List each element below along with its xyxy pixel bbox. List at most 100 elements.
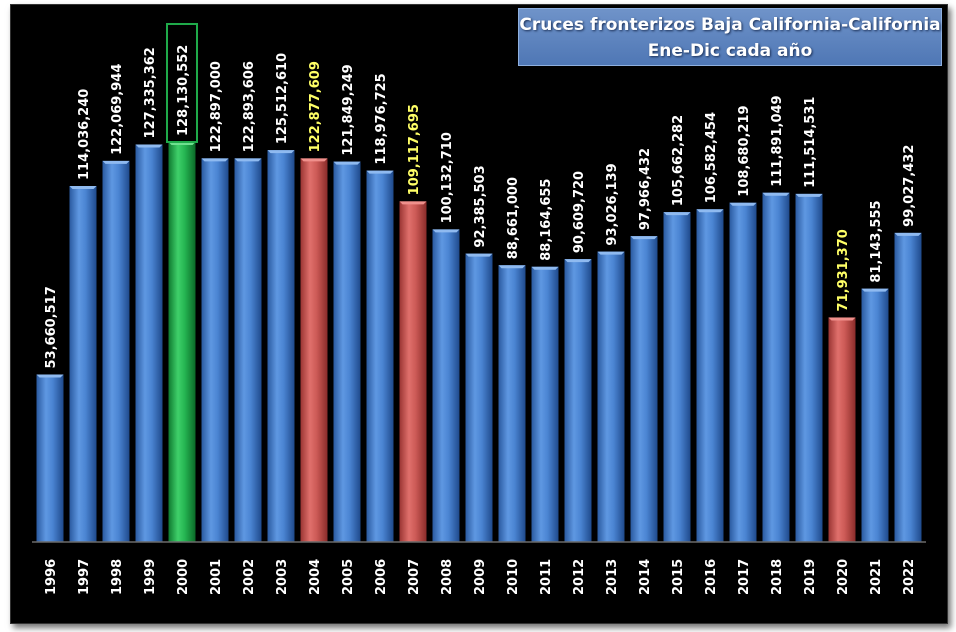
data-label-2016: 106,582,454 <box>704 112 719 203</box>
bar-2003 <box>267 150 295 542</box>
data-label-2012: 90,609,720 <box>572 171 587 253</box>
bar-cap-2002 <box>234 158 262 162</box>
data-label-2022: 99,027,432 <box>902 145 917 227</box>
bar-cap-2016 <box>696 209 724 213</box>
data-label-2015: 105,662,282 <box>671 115 686 206</box>
bar-cap-1997 <box>69 185 97 189</box>
x-tick-label-2017: 2017 <box>737 559 752 595</box>
bar-2001 <box>201 158 229 542</box>
bar-cap-2018 <box>762 192 790 196</box>
bar-2017 <box>729 202 757 543</box>
bar-cap-1999 <box>135 144 163 148</box>
data-label-2008: 100,132,710 <box>440 132 455 223</box>
data-label-2019: 111,514,531 <box>803 97 818 188</box>
chart-title: Cruces fronterizos Baja California-Calif… <box>519 15 941 35</box>
x-tick-label-1999: 1999 <box>143 559 158 595</box>
data-label-2005: 121,849,249 <box>341 64 356 155</box>
bar-2009 <box>465 253 493 542</box>
bar-2022 <box>894 232 922 542</box>
bar-cap-2010 <box>498 265 526 269</box>
data-label-2003: 125,512,610 <box>275 53 290 144</box>
x-tick-label-2001: 2001 <box>209 559 224 595</box>
bar-cap-2019 <box>795 193 823 197</box>
data-label-1998: 122,069,944 <box>110 64 125 155</box>
x-tick-label-2022: 2022 <box>902 559 917 595</box>
data-label-2010: 88,661,000 <box>506 177 521 259</box>
bar-cap-2003 <box>267 150 295 154</box>
bar-cap-1998 <box>102 160 130 164</box>
bar-cap-2006 <box>366 170 394 174</box>
bar-2004 <box>300 158 328 542</box>
data-label-2004: 122,877,609 <box>308 61 323 152</box>
bar-cap-2005 <box>333 161 361 165</box>
x-tick-label-2016: 2016 <box>704 559 719 595</box>
x-tick-label-2014: 2014 <box>638 559 653 595</box>
bar-2016 <box>696 209 724 542</box>
bar-2007 <box>399 201 427 542</box>
data-label-1997: 114,036,240 <box>77 89 92 180</box>
data-label-2014: 97,966,432 <box>638 148 653 230</box>
bar-2000 <box>168 142 196 542</box>
bar-1999 <box>135 144 163 543</box>
ticks-layer: 1996 1997 1998 1999 2000 2001 2002 2003 2004 2005… <box>44 559 917 595</box>
bar-cap-2013 <box>597 251 625 255</box>
data-label-2002: 122,893,606 <box>242 61 257 152</box>
data-label-1996: 53,660,517 <box>44 286 59 368</box>
bar-cap-2017 <box>729 202 757 206</box>
x-tick-label-1998: 1998 <box>110 559 125 595</box>
x-tick-label-2012: 2012 <box>572 559 587 595</box>
bar-2018 <box>762 192 790 542</box>
x-tick-label-2009: 2009 <box>473 559 488 595</box>
data-label-2007: 109,117,695 <box>407 104 422 195</box>
labels-layer: 53,660,517 114,036,240 122,069,944 127,335,… <box>44 23 917 368</box>
bar-2011 <box>531 266 559 542</box>
x-tick-label-2019: 2019 <box>803 559 818 595</box>
bar-cap-2022 <box>894 232 922 236</box>
bar-2002 <box>234 158 262 542</box>
bar-cap-2007 <box>399 201 427 205</box>
bar-1997 <box>69 185 97 542</box>
bar-cap-2008 <box>432 229 460 233</box>
max-value-highlight-box <box>166 23 198 143</box>
bar-1998 <box>102 160 130 542</box>
x-tick-label-2008: 2008 <box>440 559 455 595</box>
data-label-2017: 108,680,219 <box>737 105 752 196</box>
x-tick-label-2013: 2013 <box>605 559 620 595</box>
data-label-2009: 92,385,503 <box>473 165 488 247</box>
chart-subtitle: Ene-Dic cada año <box>647 41 813 61</box>
x-tick-label-2004: 2004 <box>308 559 323 595</box>
data-label-2018: 111,891,049 <box>770 95 785 186</box>
data-label-2013: 93,026,139 <box>605 163 620 245</box>
x-tick-label-2021: 2021 <box>869 559 884 595</box>
data-label-2000: 128,130,552 <box>176 45 191 136</box>
x-tick-label-2018: 2018 <box>770 559 785 595</box>
bar-cap-2015 <box>663 212 691 216</box>
chart-title-box: Cruces fronterizos Baja California-Calif… <box>518 8 942 66</box>
data-label-2006: 118,976,725 <box>374 73 389 164</box>
bar-2013 <box>597 251 625 542</box>
bar-cap-2009 <box>465 253 493 257</box>
bar-2008 <box>432 229 460 542</box>
x-tick-label-2000: 2000 <box>176 559 191 595</box>
x-tick-label-2002: 2002 <box>242 559 257 595</box>
x-tick-label-2005: 2005 <box>341 559 356 595</box>
x-tick-label-1996: 1996 <box>44 559 59 595</box>
bar-cap-1996 <box>36 374 64 378</box>
bar-cap-2004 <box>300 158 328 162</box>
x-tick-label-2003: 2003 <box>275 559 290 595</box>
bar-cap-2021 <box>861 288 889 292</box>
bar-cap-2020 <box>828 317 856 321</box>
x-tick-label-2007: 2007 <box>407 559 422 595</box>
bar-cap-2012 <box>564 259 592 263</box>
x-tick-label-2006: 2006 <box>374 559 389 595</box>
data-label-2001: 122,897,000 <box>209 61 224 152</box>
bar-2020 <box>828 317 856 542</box>
bar-2019 <box>795 193 823 542</box>
x-tick-label-2015: 2015 <box>671 559 686 595</box>
x-tick-label-2011: 2011 <box>539 559 554 595</box>
bar-2010 <box>498 265 526 542</box>
data-label-2011: 88,164,655 <box>539 179 554 261</box>
bar-2021 <box>861 288 889 542</box>
bar-cap-2011 <box>531 266 559 270</box>
bar-2006 <box>366 170 394 542</box>
